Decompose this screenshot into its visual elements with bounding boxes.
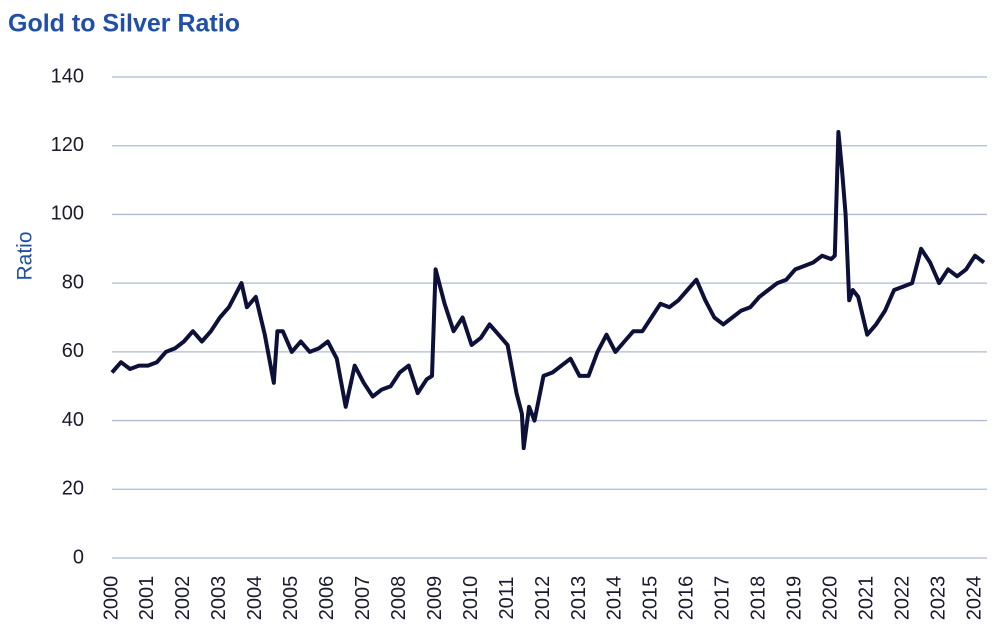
x-tick-label: 2012: [532, 576, 554, 621]
x-tick-label: 2007: [352, 576, 374, 621]
x-tick-label: 2000: [100, 576, 122, 621]
y-tick-label: 100: [51, 203, 84, 225]
x-tick-label: 2010: [460, 576, 482, 621]
x-tick-label: 2019: [784, 576, 806, 621]
y-tick-label: 120: [51, 134, 84, 156]
y-tick-label: 20: [62, 478, 84, 500]
x-tick-label: 2013: [568, 576, 590, 621]
y-tick-label: 0: [73, 546, 84, 568]
x-tick-label: 2021: [855, 576, 877, 621]
y-tick-label: 40: [62, 409, 84, 431]
x-tick-label: 2006: [316, 576, 338, 621]
x-tick-label: 2004: [244, 576, 266, 621]
y-tick-label: 60: [62, 340, 84, 362]
x-tick-label: 2022: [891, 576, 913, 621]
chart-title: Gold to Silver Ratio: [8, 10, 240, 38]
x-tick-label: 2018: [748, 576, 770, 621]
y-tick-label: 140: [51, 65, 84, 87]
x-tick-label: 2003: [208, 576, 230, 621]
y-tick-label: 80: [62, 271, 84, 293]
x-tick-label: 2016: [676, 576, 698, 621]
x-tick-label: 2008: [388, 576, 410, 621]
x-tick-label: 2005: [280, 576, 302, 621]
y-axis-label: Ratio: [14, 231, 37, 280]
x-tick-label: 2015: [640, 576, 662, 621]
line: [110, 130, 986, 451]
x-tick-label: 2011: [496, 576, 518, 619]
x-tick-label: 2002: [172, 576, 194, 621]
x-tick-label: 2001: [136, 576, 158, 621]
x-tick-label: 2023: [927, 576, 949, 621]
x-tick-label: 2020: [819, 576, 841, 621]
x-tick-label: 2024: [963, 576, 985, 621]
x-tick-label: 2014: [604, 576, 626, 621]
x-tick-label: 2009: [424, 576, 446, 621]
x-tick-label: 2017: [712, 576, 734, 621]
